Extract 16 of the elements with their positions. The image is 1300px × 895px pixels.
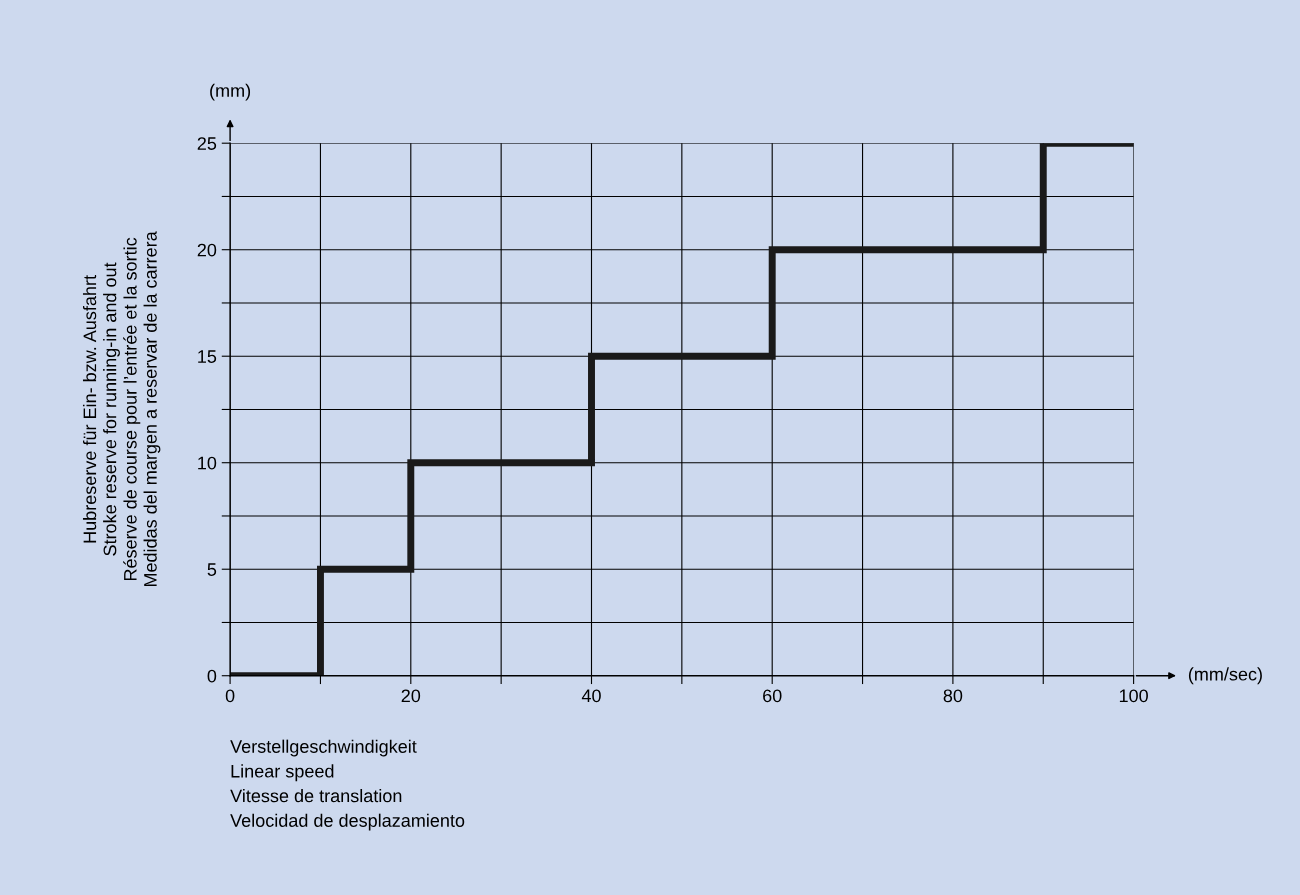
text: (mm/sec) xyxy=(1188,667,1262,685)
x-tick-label: 20 xyxy=(401,689,421,703)
y-tick-label: 25 xyxy=(197,137,217,150)
x-axis-title: Verstellgeschwindigkeit Linear speed Vitesse de translation Velocidad de desplazamiento xyxy=(230,739,465,831)
y-tick-label: 5 xyxy=(207,563,217,576)
y-tick-label: 10 xyxy=(198,456,217,470)
x-tick-label: 0 xyxy=(225,689,235,703)
x-tick-label: 80 xyxy=(943,689,963,703)
y-axis-title: Hubreserve für Ein- bzw. Ausfahrt Stroke reserve for running-in and out Réserve de course pour l’entrée et la sortic Medidas del margen a reservar de la carrera xyxy=(82,231,161,587)
y-tick-label: 20 xyxy=(197,243,217,257)
y-tick-label: 15 xyxy=(198,350,217,363)
text: (mm) xyxy=(210,83,251,101)
x-tick-label: 100 xyxy=(1119,689,1148,703)
x-tick-label: 60 xyxy=(763,689,782,703)
x-tick-label: 40 xyxy=(581,689,601,703)
y-tick-label: 0 xyxy=(207,669,217,683)
